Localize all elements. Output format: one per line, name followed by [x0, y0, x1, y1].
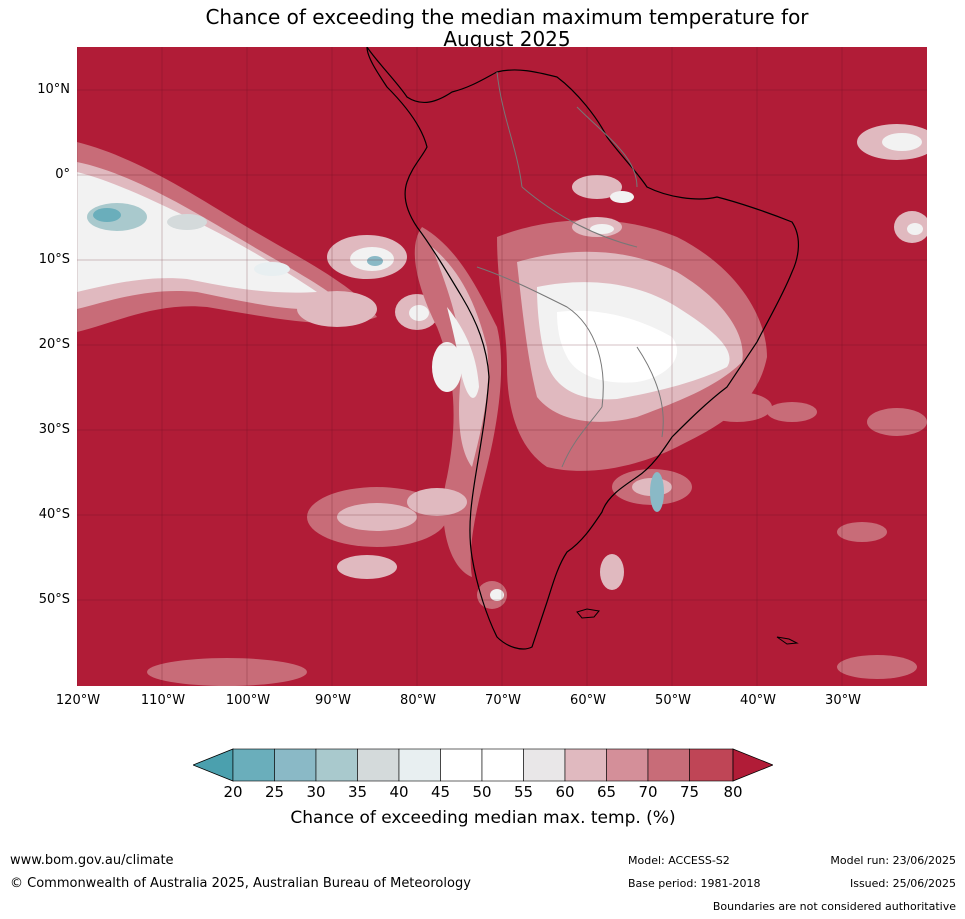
colorbar-tick-50: 50 — [472, 783, 492, 801]
country-boundaries — [476, 71, 664, 468]
boundaries-disclaimer: Boundaries are not considered authoritat… — [712, 900, 956, 913]
colorbar-tick-55: 55 — [513, 783, 534, 801]
lon-label-30w: 30°W — [825, 693, 861, 708]
model-run-text: Model run: 23/06/2025 — [830, 854, 956, 867]
copyright-text: © Commonwealth of Australia 2025, Austra… — [10, 876, 471, 891]
colorbar-tick-25: 25 — [264, 783, 285, 801]
lon-label-50w: 50°W — [655, 693, 691, 708]
colorbar-tick-75: 75 — [679, 783, 700, 801]
colorbar-tick-20: 20 — [223, 783, 243, 801]
colorbar-segment-50-55 — [481, 748, 524, 782]
lat-label-40s: 40°S — [38, 507, 70, 522]
colorbar-tick-65: 65 — [596, 783, 617, 801]
lat-label-10n: 10°N — [37, 82, 70, 97]
gridlines — [77, 47, 927, 686]
colorbar-tick-30: 30 — [306, 783, 326, 801]
colorbar-tick-40: 40 — [389, 783, 409, 801]
probability-map — [77, 47, 927, 686]
issued-text: Issued: 25/06/2025 — [849, 877, 956, 890]
base-period-text: Base period: 1981-2018 — [628, 877, 761, 890]
lon-label-60w: 60°W — [570, 693, 606, 708]
colorbar-tick-60: 60 — [555, 783, 575, 801]
colorbar-segment-75-80 — [689, 748, 734, 782]
colorbar-segment-55-60 — [523, 748, 566, 782]
colorbar-segment-65-70 — [606, 748, 649, 782]
colorbar-segment-35-40 — [357, 748, 400, 782]
model-text: Model: ACCESS-S2 — [628, 854, 730, 867]
colorbar-segment-40-45 — [398, 748, 441, 782]
lon-label-100w: 100°W — [225, 693, 271, 708]
website-link[interactable]: www.bom.gov.au/climate — [10, 853, 174, 868]
lat-label-50s: 50°S — [38, 592, 70, 607]
colorbar-segment-20-25 — [232, 748, 275, 782]
colorbar-segment-70-75 — [647, 748, 690, 782]
colorbar-tick-35: 35 — [347, 783, 368, 801]
map-title: Chance of exceeding the median maximum t… — [0, 6, 965, 50]
colorbar-high-arrow — [732, 748, 773, 782]
south-america-coastline — [366, 47, 799, 650]
lon-label-80w: 80°W — [400, 693, 436, 708]
lon-label-70w: 70°W — [485, 693, 521, 708]
colorbar-segment-25-30 — [274, 748, 317, 782]
title-line-2: August 2025 — [443, 27, 571, 51]
lat-label-10s: 10°S — [38, 252, 70, 267]
lat-label-20s: 20°S — [38, 337, 70, 352]
lat-label-0: 0° — [55, 167, 70, 182]
scattered-anomaly-patches — [147, 124, 927, 686]
colorbar-segment-60-65 — [564, 748, 607, 782]
brazil-anomaly-region — [497, 217, 767, 471]
lon-label-120w: 120°W — [55, 693, 101, 708]
south-georgia — [776, 636, 799, 645]
lat-label-30s: 30°S — [38, 422, 70, 437]
colorbar-tick-70: 70 — [638, 783, 658, 801]
colorbar-label: Chance of exceeding median max. temp. (%… — [290, 808, 676, 828]
map-svg — [77, 47, 927, 686]
lon-label-110w: 110°W — [140, 693, 186, 708]
colorbar-segment-45-50 — [440, 748, 483, 782]
colorbar-segment-30-35 — [315, 748, 358, 782]
falkland-islands — [576, 608, 600, 619]
title-line-1: Chance of exceeding the median maximum t… — [205, 5, 809, 29]
lon-label-90w: 90°W — [315, 693, 351, 708]
colorbar-tick-80: 80 — [723, 783, 743, 801]
colorbar-tick-45: 45 — [430, 783, 451, 801]
colorbar — [193, 748, 773, 782]
andes-anomaly-band — [414, 227, 502, 577]
colorbar-low-arrow — [193, 748, 234, 782]
lon-label-40w: 40°W — [740, 693, 776, 708]
